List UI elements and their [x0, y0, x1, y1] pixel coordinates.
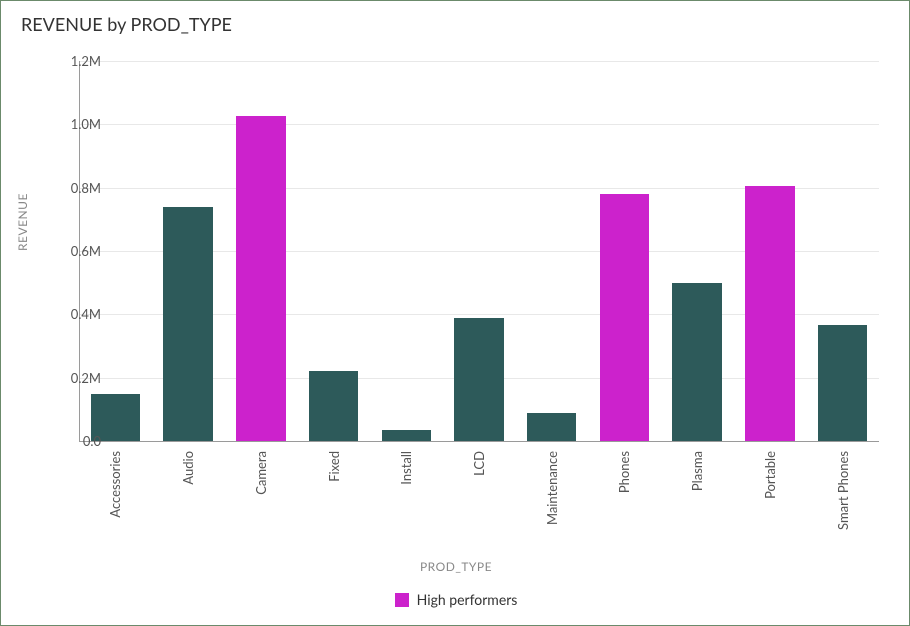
bar[interactable]	[163, 207, 212, 441]
y-tick-label: 1.0M	[41, 116, 101, 132]
chart-title: REVENUE by PROD_TYPE	[21, 13, 232, 35]
y-axis-label: REVENUE	[15, 193, 30, 251]
x-tick-label: Camera	[253, 451, 269, 571]
y-tick-label: 1.2M	[41, 53, 101, 69]
bar[interactable]	[454, 318, 503, 442]
bar[interactable]	[818, 325, 867, 441]
x-tick-label: Portable	[762, 451, 778, 571]
bars-group	[79, 61, 879, 441]
x-axis-label: PROD_TYPE	[1, 559, 910, 574]
bar[interactable]	[382, 430, 431, 441]
bar[interactable]	[236, 116, 285, 441]
bar[interactable]	[527, 413, 576, 442]
y-tick-label: 0.4M	[41, 306, 101, 322]
y-tick-label: 0.2M	[41, 370, 101, 386]
bar[interactable]	[672, 283, 721, 441]
plot-area	[79, 61, 879, 441]
y-tick-label: 0.8M	[41, 180, 101, 196]
y-tick-label: 0.6M	[41, 243, 101, 259]
bar[interactable]	[600, 194, 649, 441]
x-tick-label: Accessories	[107, 451, 123, 571]
legend-swatch	[395, 593, 409, 607]
x-axis-line	[79, 441, 879, 442]
y-tick-label: 0.0	[41, 433, 101, 449]
chart-frame: REVENUE by PROD_TYPE REVENUE 0.0 0.2M 0.4M…	[0, 0, 910, 626]
x-tick-label: Maintenance	[544, 451, 560, 571]
bar[interactable]	[309, 371, 358, 441]
x-tick-label: Plasma	[689, 451, 705, 571]
x-tick-label: Install	[398, 451, 414, 571]
x-tick-label: Smart Phones	[835, 451, 851, 571]
x-tick-label: LCD	[471, 451, 487, 571]
x-tick-label: Phones	[616, 451, 632, 571]
legend: High performers	[1, 591, 910, 608]
x-tick-label: Fixed	[326, 451, 342, 571]
legend-label: High performers	[417, 591, 518, 608]
x-tick-label: Audio	[180, 451, 196, 571]
bar[interactable]	[745, 186, 794, 441]
